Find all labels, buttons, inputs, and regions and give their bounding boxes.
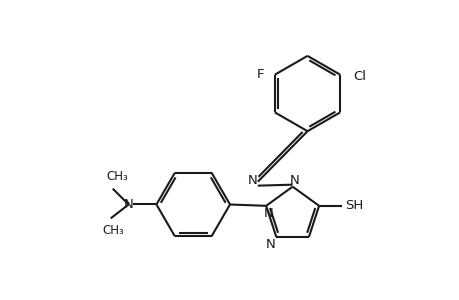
Text: N: N <box>289 174 299 187</box>
Text: N: N <box>263 207 273 220</box>
Text: CH₃: CH₃ <box>106 170 128 183</box>
Text: F: F <box>257 68 264 81</box>
Text: N: N <box>123 198 133 211</box>
Text: CH₃: CH₃ <box>102 224 124 237</box>
Text: N: N <box>265 238 274 251</box>
Text: N: N <box>247 174 257 187</box>
Text: Cl: Cl <box>353 70 366 83</box>
Text: SH: SH <box>344 199 362 212</box>
